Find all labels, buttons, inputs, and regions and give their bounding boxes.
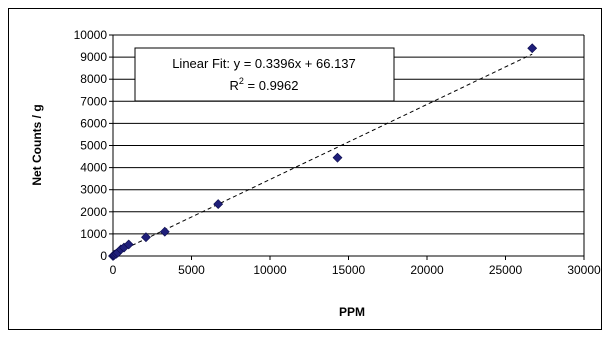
- x-tick-label: 5000: [178, 263, 205, 277]
- y-tick-label: 3000: [80, 183, 107, 197]
- y-tick-label: 6000: [80, 116, 107, 130]
- y-axis-title: Net Counts / g: [30, 104, 44, 185]
- y-tick-label: 4000: [80, 161, 107, 175]
- y-tick-label: 7000: [80, 94, 107, 108]
- x-axis-title: PPM: [339, 305, 365, 319]
- y-tick-label: 0: [100, 249, 107, 263]
- x-tick-label: 0: [110, 263, 117, 277]
- data-point: [213, 199, 224, 209]
- x-tick-label: 20000: [410, 263, 444, 277]
- data-point: [159, 226, 170, 237]
- fit-equation: Linear Fit: y = 0.3396x + 66.137: [172, 56, 356, 71]
- r-squared-value: = 0.9962: [244, 78, 299, 93]
- x-tick-label: 30000: [567, 263, 601, 277]
- y-tick-label: 9000: [80, 50, 107, 64]
- data-point: [332, 152, 343, 163]
- x-tick-label: 25000: [489, 263, 523, 277]
- tick-labels: 0 1000 2000 3000 4000 5000 6000 7000 8000 9000 100…: [74, 28, 601, 277]
- y-tick-label: 1000: [80, 227, 107, 241]
- x-tick-label: 10000: [253, 263, 287, 277]
- y-tick-label: 10000: [74, 28, 108, 42]
- y-tick-label: 2000: [80, 205, 107, 219]
- data-point: [141, 232, 151, 243]
- fit-annotation: Linear Fit: y = 0.3396x + 66.137 R2 = 0.…: [134, 47, 395, 102]
- data-point: [123, 239, 134, 250]
- data-point: [527, 43, 538, 54]
- fit-annotation-box: [134, 47, 395, 102]
- fit-r-squared: R2 = 0.9962: [230, 76, 299, 93]
- x-tick-label: 15000: [332, 263, 366, 277]
- trendline: [112, 53, 533, 255]
- y-tick-label: 5000: [80, 139, 107, 153]
- r-squared-prefix: R: [230, 78, 239, 93]
- data-points: [108, 43, 538, 261]
- axes: [109, 34, 585, 260]
- r-squared-superscript: 2: [239, 76, 244, 86]
- y-tick-label: 8000: [80, 72, 107, 86]
- trendline-dashed: [112, 53, 533, 255]
